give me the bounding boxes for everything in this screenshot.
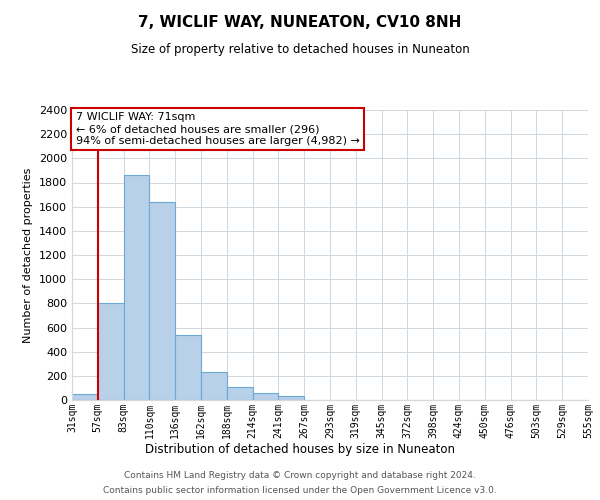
Bar <box>72 394 98 400</box>
Text: Distribution of detached houses by size in Nuneaton: Distribution of detached houses by size … <box>145 442 455 456</box>
Bar <box>124 176 149 400</box>
Text: 7, WICLIF WAY, NUNEATON, CV10 8NH: 7, WICLIF WAY, NUNEATON, CV10 8NH <box>139 15 461 30</box>
Text: Size of property relative to detached houses in Nuneaton: Size of property relative to detached ho… <box>131 42 469 56</box>
Bar <box>175 335 201 400</box>
Y-axis label: Number of detached properties: Number of detached properties <box>23 168 34 342</box>
Bar <box>253 394 278 400</box>
Bar <box>278 396 304 400</box>
Text: Contains HM Land Registry data © Crown copyright and database right 2024.: Contains HM Land Registry data © Crown c… <box>124 471 476 480</box>
Bar <box>98 304 124 400</box>
Bar <box>227 386 253 400</box>
Text: 7 WICLIF WAY: 71sqm
← 6% of detached houses are smaller (296)
94% of semi-detach: 7 WICLIF WAY: 71sqm ← 6% of detached hou… <box>76 112 360 146</box>
Bar <box>201 372 227 400</box>
Bar <box>149 202 175 400</box>
Text: Contains public sector information licensed under the Open Government Licence v3: Contains public sector information licen… <box>103 486 497 495</box>
